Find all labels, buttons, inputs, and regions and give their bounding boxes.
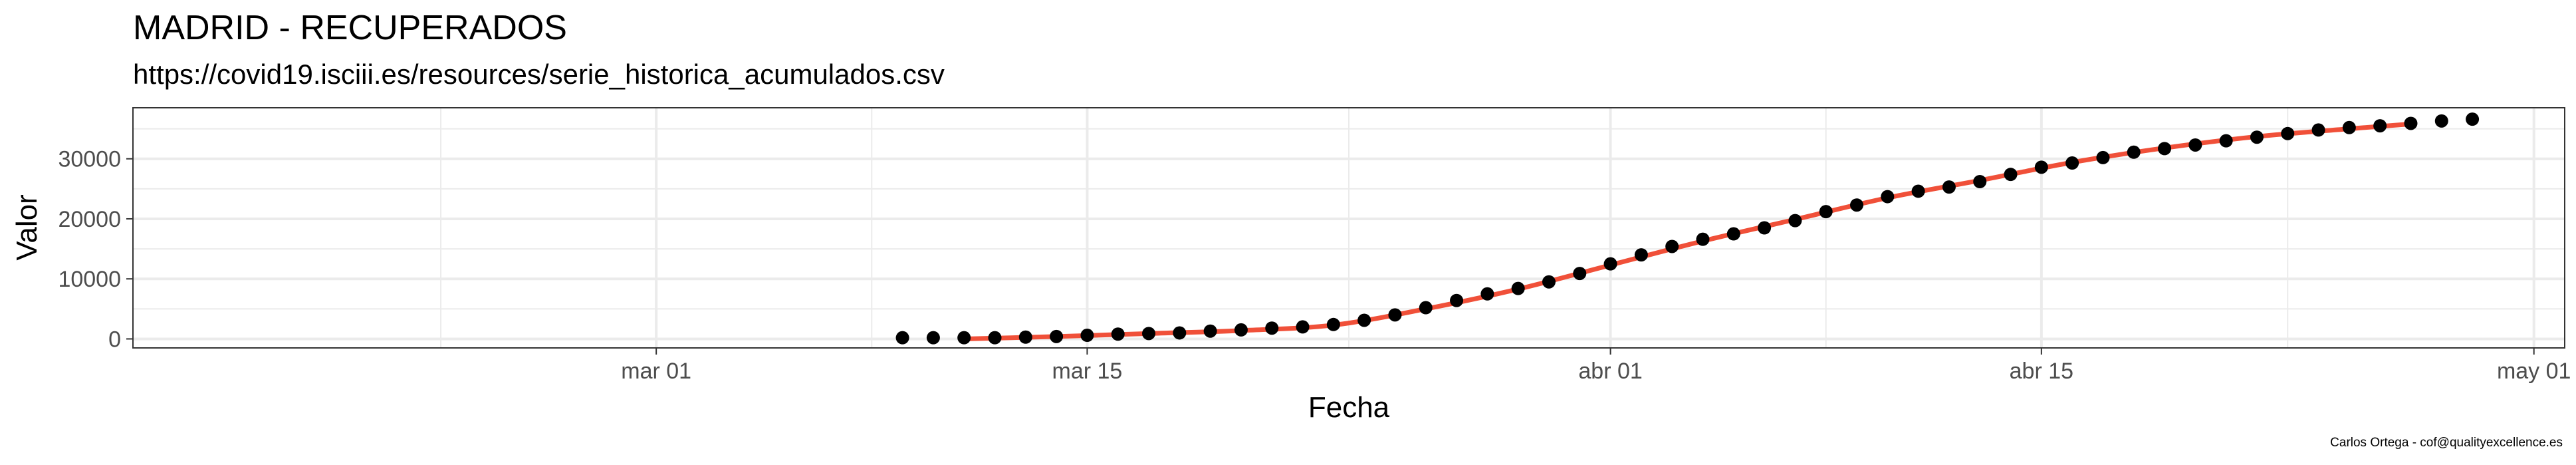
data-point <box>2466 112 2480 126</box>
data-point <box>2096 150 2110 164</box>
data-point <box>1726 227 1740 241</box>
data-point <box>1850 198 1864 212</box>
data-point <box>1942 180 1956 194</box>
data-point <box>1788 214 1802 228</box>
y-tick-label: 10000 <box>58 267 121 292</box>
x-tick-label: may 01 <box>2497 359 2571 384</box>
data-point <box>988 331 1002 345</box>
x-tick-label: abr 15 <box>2010 359 2073 384</box>
data-point <box>2311 123 2325 137</box>
chart-caption: Carlos Ortega - cof@qualityexcellence.es <box>2330 436 2563 450</box>
data-point <box>2188 138 2202 152</box>
x-axis-title: Fecha <box>1308 391 1390 424</box>
data-point <box>895 331 909 345</box>
data-point <box>1357 313 1371 327</box>
data-point <box>1634 248 1648 262</box>
points-layer <box>895 112 2480 345</box>
y-tick-label: 0 <box>108 327 121 352</box>
data-point <box>1050 329 1064 343</box>
y-tick-label: 30000 <box>58 147 121 172</box>
data-point <box>926 331 940 345</box>
data-point <box>1173 326 1187 340</box>
chart-title: MADRID - RECUPERADOS <box>133 9 567 47</box>
data-point <box>1080 329 1094 343</box>
data-point <box>1911 184 1925 198</box>
data-point <box>1758 221 1772 235</box>
data-point <box>2404 116 2418 130</box>
data-point <box>1203 324 1217 338</box>
data-point <box>1881 190 1895 204</box>
data-point <box>2158 142 2172 156</box>
y-axis-title: Valor <box>11 194 43 260</box>
data-point <box>957 331 971 345</box>
data-point <box>1665 239 1679 253</box>
data-point <box>1450 293 1464 307</box>
data-point <box>1419 301 1433 315</box>
grid-lines <box>133 108 2565 348</box>
data-point <box>1511 281 1525 295</box>
data-point <box>1696 232 1710 246</box>
chart-subtitle: https://covid19.isciii.es/resources/seri… <box>133 59 945 90</box>
data-point <box>2281 126 2295 140</box>
data-point <box>1265 321 1279 335</box>
data-point <box>1819 205 1833 219</box>
data-point <box>1388 308 1402 322</box>
data-point <box>1573 267 1587 281</box>
x-axis: mar 01 mar 15 abr 01 abr 15 may 01 <box>621 348 2571 384</box>
data-point <box>1111 327 1125 341</box>
panel-border <box>132 107 2565 349</box>
data-point <box>2004 168 2018 182</box>
data-point <box>2034 160 2048 174</box>
data-point <box>1296 320 1310 334</box>
data-point <box>2065 156 2079 170</box>
data-point <box>1603 257 1617 271</box>
x-tick-label: abr 01 <box>1578 359 1642 384</box>
data-point <box>1542 275 1556 289</box>
data-point <box>1234 323 1248 337</box>
data-point <box>2342 120 2356 134</box>
y-axis: 0 10000 20000 30000 <box>58 147 133 352</box>
data-point <box>1326 317 1340 331</box>
data-point <box>1480 287 1494 301</box>
data-point <box>2127 145 2141 159</box>
data-point <box>2250 130 2264 144</box>
data-point <box>1973 175 1987 189</box>
data-point <box>2434 114 2448 128</box>
x-tick-label: mar 15 <box>1052 359 1123 384</box>
data-point <box>1142 327 1156 341</box>
data-point <box>2373 119 2387 133</box>
x-tick-label: mar 01 <box>621 359 691 384</box>
data-point <box>2219 134 2233 148</box>
data-point <box>1018 330 1032 344</box>
y-tick-label: 20000 <box>58 207 121 232</box>
